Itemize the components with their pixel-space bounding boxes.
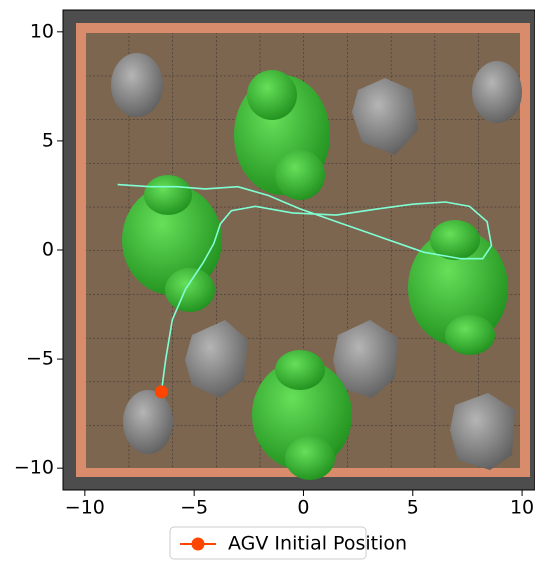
legend-label: AGV Initial Position — [228, 533, 407, 555]
x-tick-label: −10 — [65, 497, 105, 519]
x-tick-label: −5 — [180, 497, 208, 519]
x-tick-label: 0 — [297, 497, 309, 519]
chart: AGV Initial Position −10 −5 0 5 10 −10 −5 0 5 10 — [0, 0, 535, 560]
legend-marker — [192, 538, 205, 551]
y-tick-label: 5 — [42, 129, 54, 151]
y-tick-label: −10 — [14, 457, 54, 479]
x-tick-label: 5 — [407, 497, 419, 519]
scene-image — [63, 10, 535, 490]
y-tick-label: 10 — [30, 20, 54, 42]
initial-position — [155, 385, 168, 398]
x-tick-label: 10 — [510, 497, 534, 519]
y-tick-label: 0 — [42, 239, 54, 261]
y-tick-label: −5 — [26, 348, 54, 370]
